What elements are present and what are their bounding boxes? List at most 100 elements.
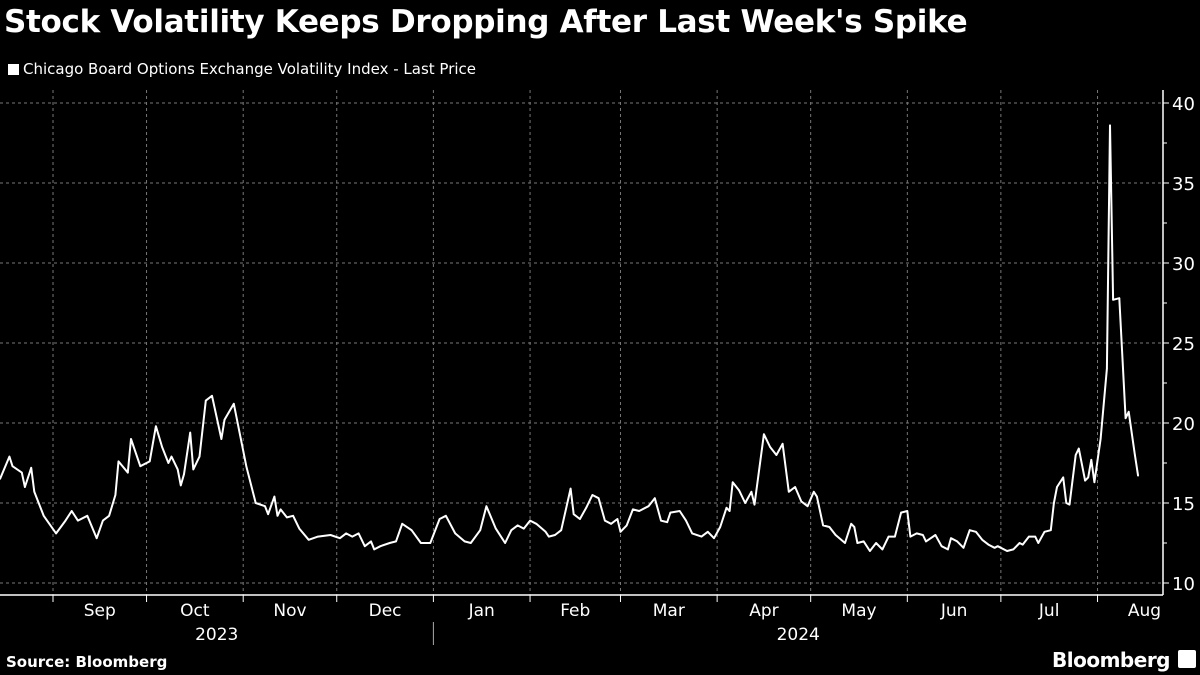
data-point (345, 532, 347, 535)
data-point (753, 503, 756, 506)
data-point (653, 497, 656, 500)
data-point (794, 486, 796, 488)
data-point (850, 523, 853, 525)
data-point (812, 491, 815, 493)
data-point (862, 540, 865, 543)
data-point (70, 510, 73, 512)
data-point (816, 495, 818, 498)
y-tick-label: 20 (1172, 414, 1195, 435)
x-tick-label: Aug (1128, 601, 1161, 621)
data-point (130, 438, 132, 440)
data-point (373, 548, 375, 551)
data-point (317, 535, 319, 538)
data-point (1118, 297, 1121, 300)
data-point (77, 519, 79, 522)
data-point (678, 510, 681, 512)
data-point (357, 532, 360, 535)
legend-swatch (8, 63, 19, 75)
data-point (1109, 124, 1111, 127)
data-point (728, 510, 731, 512)
data-point (638, 510, 640, 512)
data-point (744, 502, 746, 504)
vix-series-line (0, 124, 1140, 552)
data-point (731, 481, 734, 484)
data-point (167, 462, 170, 464)
data-point (956, 540, 959, 543)
data-point (86, 515, 89, 517)
x-tick-label: Feb (560, 601, 590, 621)
data-point (21, 471, 23, 474)
data-point (139, 465, 142, 468)
data-point (947, 548, 949, 551)
data-point (30, 467, 32, 469)
data-point (245, 465, 248, 468)
legend: Chicago Board Options Exchange Volatilit… (8, 60, 476, 78)
data-point (276, 515, 279, 517)
data-point (410, 529, 413, 531)
data-point (64, 519, 67, 522)
data-point (401, 523, 404, 525)
data-point (769, 446, 771, 448)
data-point (922, 534, 924, 536)
data-point (763, 433, 765, 436)
chart-title: Stock Volatility Keeps Dropping After La… (4, 4, 968, 40)
data-point (1090, 459, 1093, 461)
data-point (660, 519, 662, 522)
data-point (233, 403, 235, 405)
data-point (669, 511, 672, 514)
data-point (591, 494, 594, 496)
data-point (822, 524, 824, 527)
data-point (114, 494, 117, 496)
data-point (438, 518, 441, 520)
data-point (254, 502, 257, 504)
data-point (1056, 486, 1058, 488)
data-point (529, 519, 531, 522)
data-point (1049, 529, 1052, 531)
data-point (170, 455, 173, 458)
data-point (1028, 535, 1030, 538)
year-label: 2024 (777, 625, 820, 645)
data-point (192, 468, 195, 471)
x-tick-label: Jul (1038, 601, 1060, 621)
data-point (572, 513, 575, 515)
data-point (900, 511, 902, 514)
data-point (379, 545, 382, 547)
data-point (544, 531, 547, 533)
data-point (560, 529, 563, 531)
data-point (429, 542, 432, 544)
data-point (0, 478, 1, 480)
data-point (264, 505, 266, 508)
data-point (463, 540, 466, 543)
data-point (981, 539, 983, 541)
x-tick-label: Jun (940, 601, 968, 621)
data-point (307, 539, 310, 541)
data-point (501, 537, 503, 539)
data-point (1084, 479, 1086, 482)
x-tick-label: Oct (180, 601, 210, 621)
data-point (279, 508, 282, 511)
data-point (996, 545, 999, 547)
x-tick-label: May (841, 601, 876, 621)
data-point (750, 491, 753, 493)
data-point (875, 542, 877, 544)
data-point (117, 460, 120, 463)
data-point (1099, 438, 1102, 440)
data-point (198, 455, 201, 458)
data-point (940, 545, 943, 547)
legend-label: Chicago Board Options Exchange Volatilit… (23, 60, 477, 78)
data-point (24, 486, 26, 488)
data-point (8, 455, 11, 458)
x-tick-label: Sep (84, 601, 116, 621)
data-point (523, 527, 525, 530)
data-point (176, 468, 179, 471)
data-point (554, 534, 556, 536)
data-point (1134, 454, 1136, 456)
data-point (273, 495, 276, 498)
data-point (950, 537, 952, 539)
data-point (632, 508, 634, 511)
data-point (610, 523, 612, 525)
data-point (1006, 550, 1008, 552)
data-point (834, 534, 837, 536)
data-point (869, 550, 871, 552)
